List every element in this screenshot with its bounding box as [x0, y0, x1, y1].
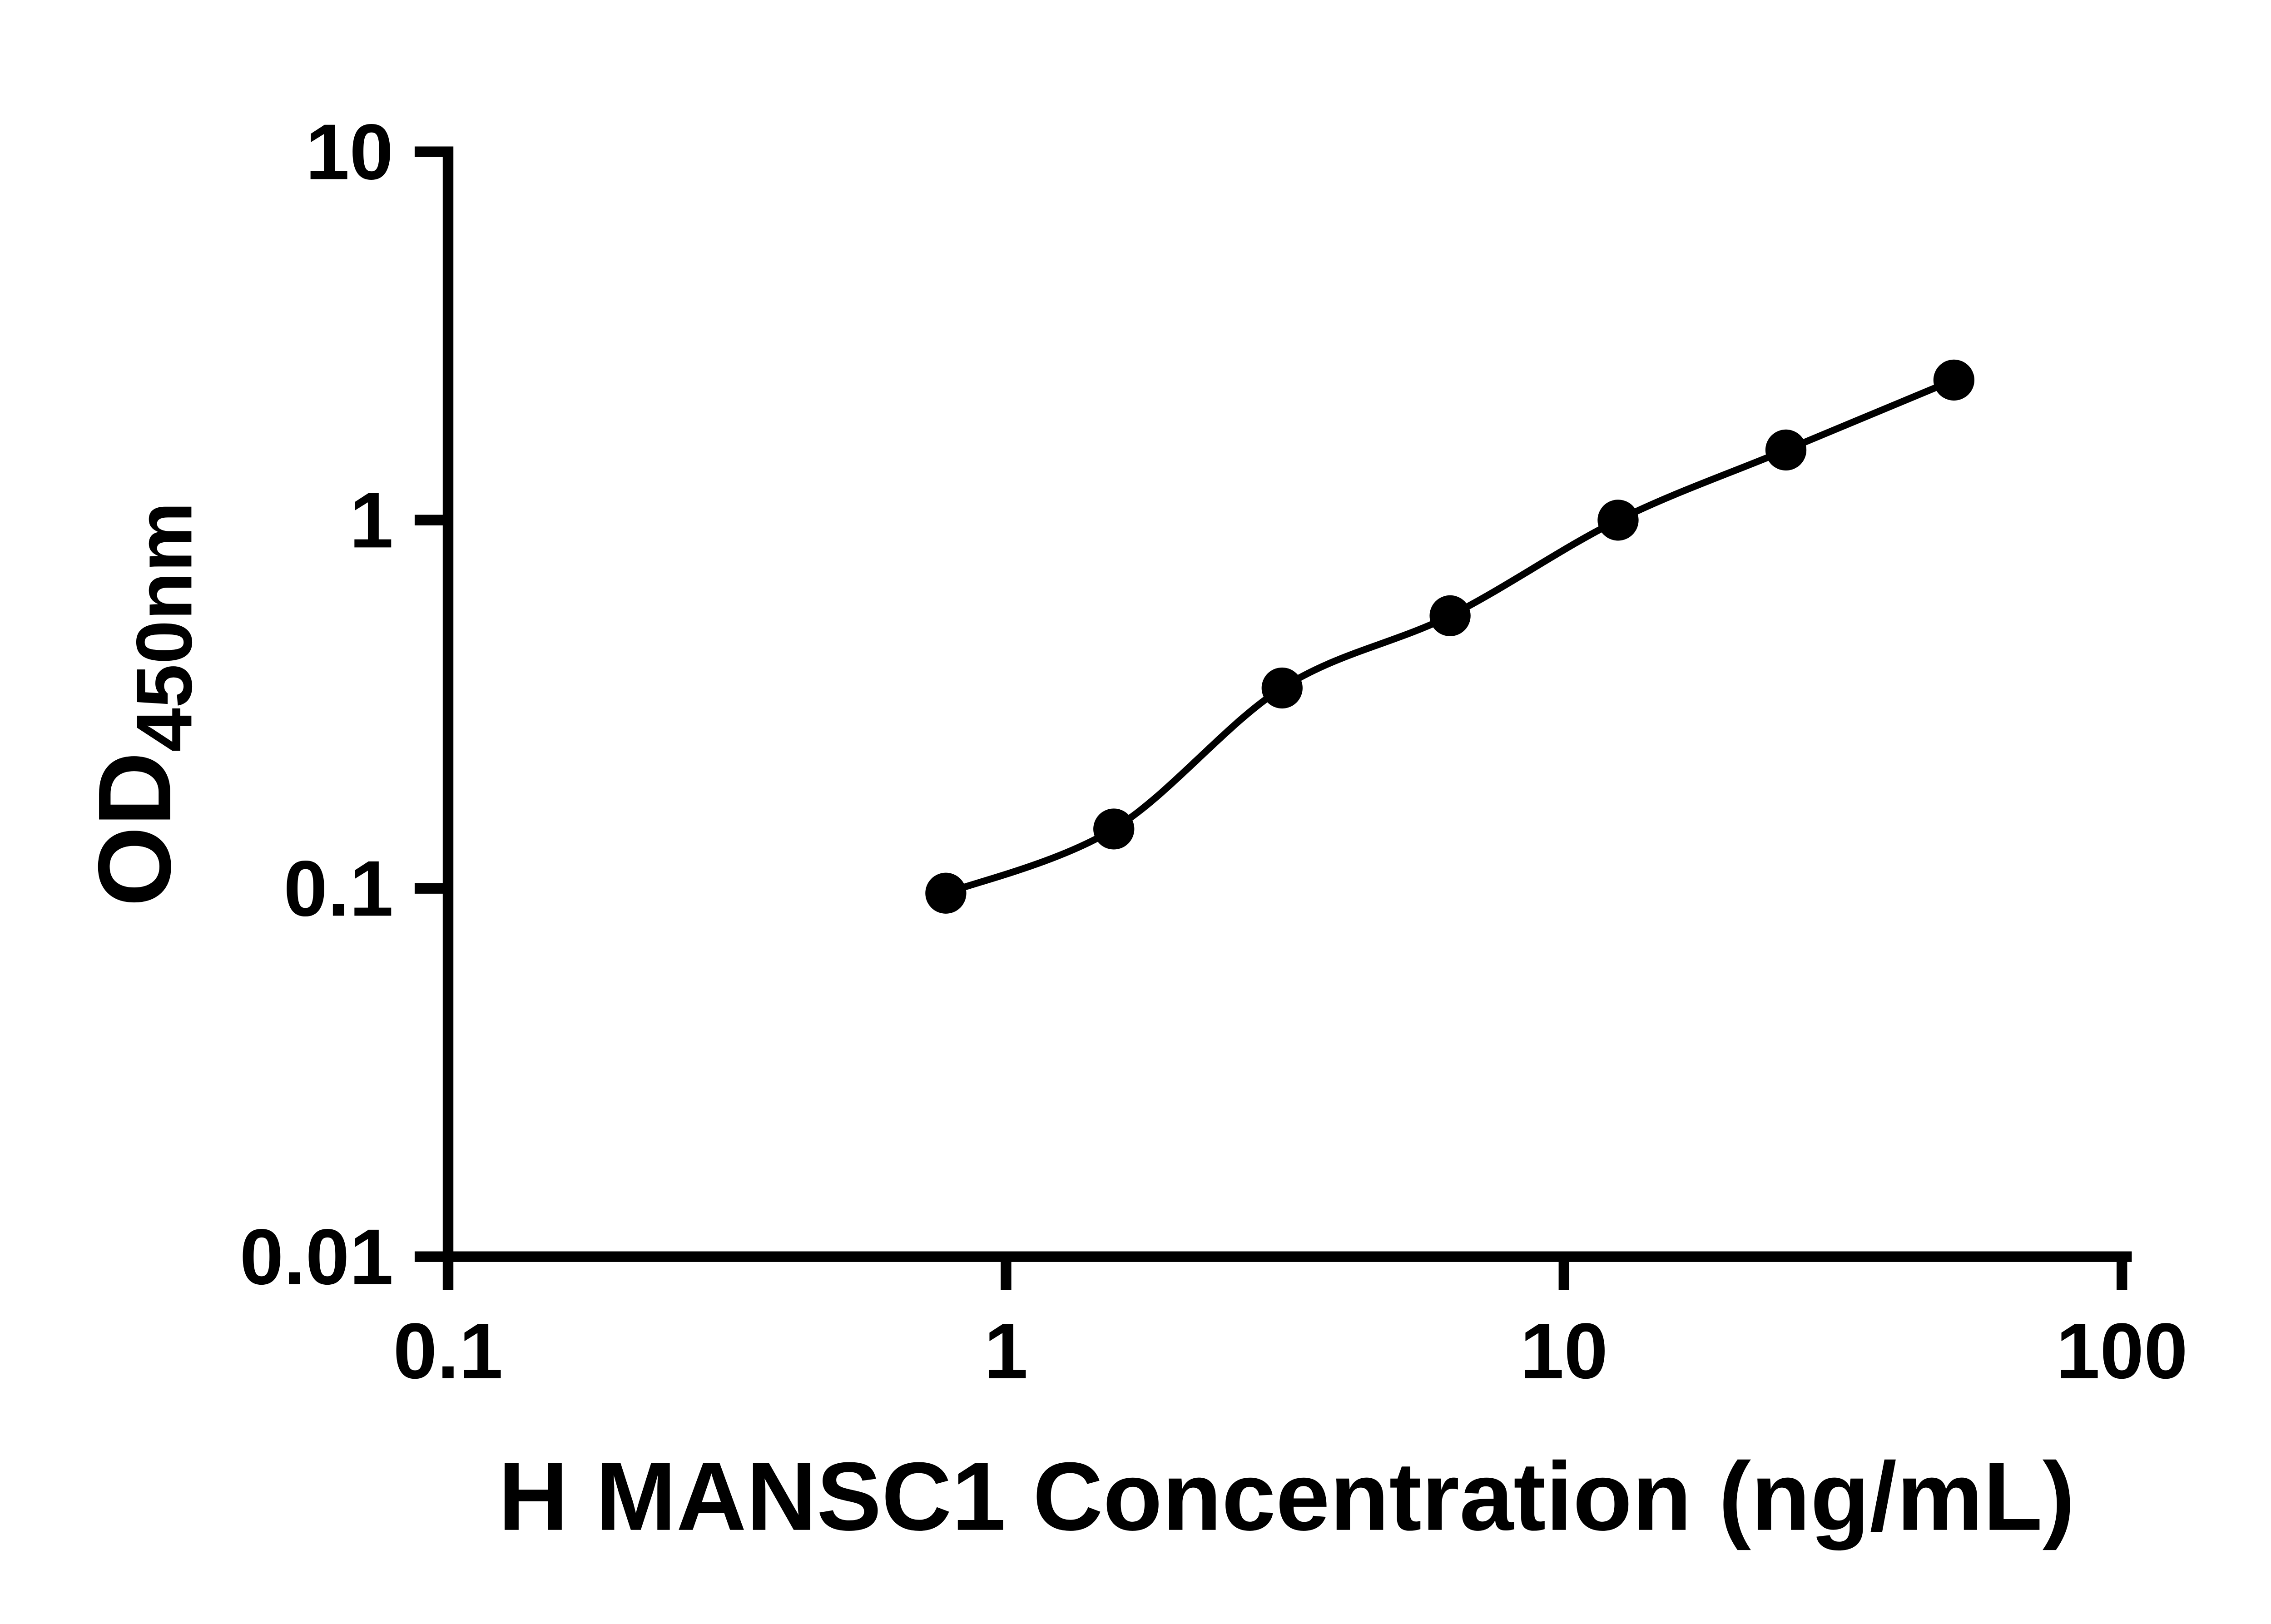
data-point — [1933, 359, 1975, 401]
data-point — [1765, 429, 1807, 471]
x-tick-label: 100 — [2056, 1307, 2188, 1395]
y-axis-title-main: OD — [77, 752, 192, 907]
data-point — [1261, 667, 1303, 709]
data-point — [1597, 500, 1639, 541]
x-tick-label: 10 — [1520, 1307, 1608, 1395]
data-point — [1429, 595, 1471, 636]
y-tick-label: 10 — [306, 108, 393, 196]
y-tick-label: 0.1 — [283, 844, 393, 932]
x-tick-label: 1 — [984, 1307, 1028, 1395]
data-point — [925, 872, 967, 914]
series-layer — [925, 359, 1975, 914]
x-axis-title: H MANSC1 Concentration (ng/mL) — [498, 1442, 2075, 1551]
y-tick-label: 0.01 — [240, 1213, 393, 1301]
data-point — [1093, 808, 1135, 850]
y-axis-title-subscript: 450nm — [120, 502, 208, 752]
y-axis-title: OD450nm — [77, 502, 208, 906]
y-tick-label: 1 — [349, 476, 393, 564]
x-tick-label: 0.1 — [393, 1307, 503, 1395]
